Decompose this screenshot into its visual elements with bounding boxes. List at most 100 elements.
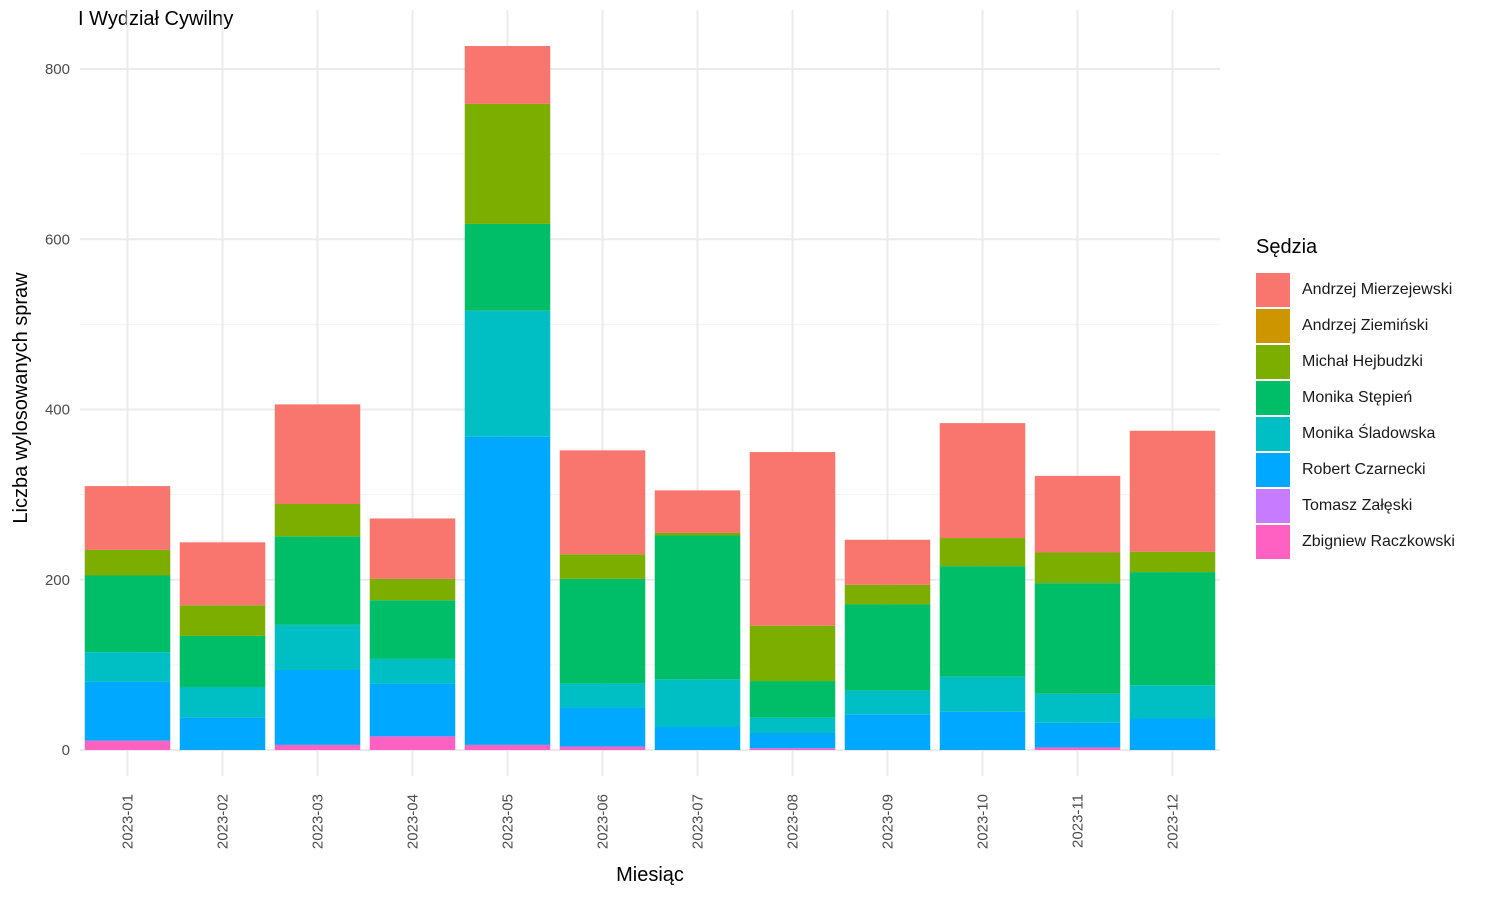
bar-segment [844,714,931,750]
legend-swatch [1256,309,1290,343]
legend-item: Monika Stępień [1256,380,1455,416]
bar-layer [84,46,1216,750]
x-tick-label: 2023-02 [215,794,232,849]
bar-segment [84,549,171,576]
tick-layer: 0 200 400 600 800 2023-01 2023-02 2023-03 2023-0… [45,61,1182,849]
legend-item: Tomasz Załęski [1256,488,1455,524]
x-tick-label: 2023-04 [405,794,422,849]
bar-segment [464,744,551,750]
legend-label: Andrzej Ziemiński [1302,317,1429,334]
bar-segment [939,566,1026,677]
bar-segment [274,503,361,537]
bar-segment [274,624,361,670]
bar-segment [179,605,266,636]
legend-item: Monika Śladowska [1256,416,1455,452]
x-tick-label: 2023-03 [310,794,327,849]
bar-segment [464,436,551,745]
bar-segment [559,578,646,684]
bar-segment [844,584,931,605]
legend-label: Andrzej Mierzejewski [1302,281,1453,298]
bar-segment [749,717,836,733]
bar-segment [559,746,646,750]
bar-segment [559,683,646,708]
legend-title: Sędzia [1256,236,1318,258]
bar-segment [179,635,266,688]
bar-segment [464,103,551,224]
bar-segment [654,490,741,533]
bar-segment [369,736,456,750]
bar-segment [1034,722,1121,748]
bar-segment [1034,475,1121,553]
bar-segment [844,604,931,691]
bar-segment [749,732,836,749]
y-tick-label: 800 [45,61,70,78]
bar-segment [84,740,171,750]
bar-segment [1129,685,1216,719]
bar-segment [84,652,171,682]
bar-segment [84,575,171,653]
x-tick-label: 2023-05 [500,794,517,849]
y-axis-title: Liczba wylosowanych spraw [10,272,32,524]
bar-segment [464,310,551,437]
legend-item: Andrzej Ziemiński [1256,308,1455,344]
legend-label: Michał Hejbudzki [1302,353,1423,370]
bar-segment [1034,583,1121,694]
x-tick-label: 2023-06 [595,794,612,849]
x-tick-label: 2023-11 [1070,794,1087,848]
bar-segment [274,669,361,745]
bar-segment [939,423,1026,539]
bar-segment [274,744,361,750]
bar-segment [369,518,456,579]
chart-title: I Wydział Cywilny [78,8,234,30]
bar-segment [939,676,1026,712]
bar-segment [1034,552,1121,584]
bar-segment [654,727,741,750]
bar-segment [654,535,741,680]
legend-label: Monika Stępień [1302,389,1413,406]
legend: Sędzia Andrzej Mierzejewski Andrzej Ziem… [1256,236,1455,560]
bar-segment [939,538,1026,567]
bar-segment [844,690,931,715]
bar-segment [559,554,646,579]
bar-segment [179,687,266,718]
legend-item: Zbigniew Raczkowski [1256,524,1455,560]
legend-swatch [1256,345,1290,379]
legend-item: Robert Czarnecki [1256,452,1455,488]
x-tick-label: 2023-12 [1165,794,1182,849]
x-tick-label: 2023-08 [785,794,802,849]
legend-label: Zbigniew Raczkowski [1302,533,1455,550]
bar-segment [844,539,931,585]
x-tick-label: 2023-10 [975,794,992,849]
bar-segment [749,681,836,718]
bar-segment [939,711,1026,750]
legend-swatch [1256,525,1290,559]
bar-segment [1129,430,1216,552]
bar-segment [369,658,456,684]
bar-segment [369,578,456,601]
bar-segment [84,681,171,741]
y-tick-label: 200 [45,572,70,589]
x-tick-label: 2023-07 [690,794,707,849]
bar-segment [1034,693,1121,723]
legend-swatch [1256,489,1290,523]
bar-segment [84,486,171,550]
bar-segment [559,450,646,555]
bar-segment [1129,718,1216,750]
legend-item: Andrzej Mierzejewski [1256,272,1455,308]
legend-swatch [1256,381,1290,415]
bar-segment [369,600,456,659]
legend-label: Robert Czarnecki [1302,461,1426,478]
bar-segment [559,707,646,747]
legend-label: Monika Śladowska [1302,425,1436,442]
bar-segment [749,452,836,626]
bar-segment [274,536,361,625]
x-axis-title: Miesiąc [616,864,684,886]
legend-item: Michał Hejbudzki [1256,344,1455,380]
legend-swatch [1256,453,1290,487]
y-tick-label: 0 [62,742,70,759]
bar-segment [179,542,266,606]
bar-segment [749,748,836,750]
bar-segment [369,683,456,737]
